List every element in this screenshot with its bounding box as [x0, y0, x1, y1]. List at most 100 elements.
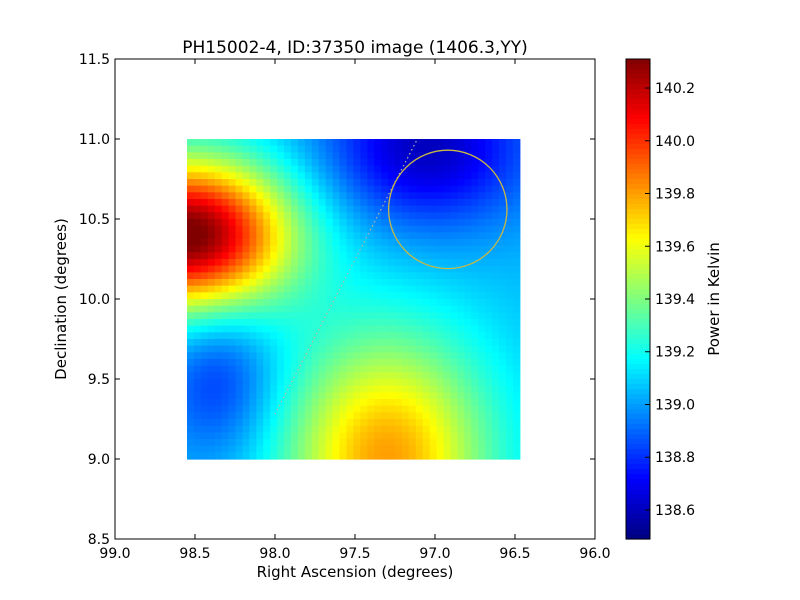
heatmap-cell: [221, 259, 230, 267]
heatmap-cell: [381, 432, 389, 440]
heatmap-cell: [457, 345, 465, 353]
heatmap-cell: [207, 225, 216, 233]
heatmap-cell: [478, 212, 486, 220]
colorbar-segment: [626, 449, 650, 455]
heatmap-cell: [256, 259, 264, 267]
heatmap-cell: [464, 219, 472, 227]
heatmap-cell: [304, 332, 313, 340]
heatmap-cell: [492, 432, 500, 440]
heatmap-cell: [221, 292, 230, 300]
heatmap-cell: [263, 259, 271, 267]
heatmap-cell: [346, 152, 354, 160]
heatmap-cell: [263, 359, 271, 367]
heatmap-cell: [499, 239, 507, 247]
heatmap-cell: [270, 445, 278, 453]
heatmap-cell: [353, 259, 361, 267]
heatmap-cell: [443, 392, 452, 400]
heatmap-cell: [512, 232, 521, 240]
heatmap-cell: [353, 145, 361, 153]
heatmap-cell: [325, 205, 334, 213]
colorbar-segment: [626, 309, 650, 315]
heatmap-cell: [485, 232, 493, 240]
heatmap-cell: [270, 332, 278, 340]
heatmap-cell: [277, 419, 285, 427]
heatmap-cell: [346, 185, 354, 193]
heatmap-cell: [401, 365, 410, 373]
heatmap-cell: [263, 205, 271, 213]
colorbar-segment: [626, 109, 650, 115]
heatmap-cell: [512, 192, 521, 200]
colorbar-segment: [626, 474, 650, 480]
heatmap-cell: [291, 299, 299, 307]
heatmap-cell: [277, 239, 285, 247]
heatmap-cell: [408, 192, 417, 200]
heatmap-cell: [478, 432, 486, 440]
heatmap-cell: [422, 305, 431, 313]
heatmap-cell: [318, 292, 327, 300]
heatmap-cell: [242, 265, 250, 273]
heatmap-cell: [429, 365, 438, 373]
heatmap-cell: [297, 412, 306, 420]
heatmap-cell: [256, 199, 264, 207]
heatmap-cell: [492, 419, 500, 427]
heatmap-cell: [270, 225, 278, 233]
heatmap-cell: [228, 392, 237, 400]
colorbar-label: Power in Kelvin: [705, 242, 723, 356]
heatmap-cell: [401, 425, 410, 433]
heatmap-cell: [297, 205, 306, 213]
heatmap-cell: [422, 272, 431, 280]
heatmap-cell: [499, 272, 507, 280]
heatmap-cell: [207, 285, 216, 293]
heatmap-cell: [450, 359, 458, 367]
heatmap-cell: [297, 379, 306, 387]
heatmap-cell: [304, 272, 313, 280]
heatmap-cell: [436, 252, 445, 260]
heatmap-cell: [325, 172, 334, 180]
heatmap-cell: [492, 272, 500, 280]
heatmap-cell: [485, 185, 493, 193]
heatmap-cell: [388, 199, 396, 207]
heatmap-cell: [332, 439, 341, 447]
heatmap-cell: [235, 219, 244, 227]
heatmap-cell: [346, 165, 354, 173]
heatmap-cell: [471, 299, 479, 307]
heatmap-cell: [318, 325, 327, 333]
heatmap-cell: [263, 139, 271, 147]
heatmap-cell: [512, 239, 521, 247]
heatmap-cell: [492, 225, 500, 233]
heatmap-cell: [332, 205, 341, 213]
heatmap-cell: [353, 172, 361, 180]
heatmap-cell: [187, 199, 195, 207]
heatmap-cell: [436, 292, 445, 300]
heatmap-cell: [360, 399, 368, 407]
heatmap-cell: [193, 319, 202, 327]
heatmap-cell: [284, 299, 292, 307]
heatmap-cell: [297, 165, 306, 173]
heatmap-cell: [221, 239, 230, 247]
heatmap-cell: [277, 379, 285, 387]
heatmap-cell: [471, 225, 479, 233]
heatmap-cell: [200, 145, 209, 153]
heatmap-cell: [311, 405, 320, 413]
heatmap-cell: [408, 365, 417, 373]
heatmap-cell: [429, 205, 438, 213]
heatmap-cell: [311, 385, 320, 393]
heatmap-cell: [360, 152, 368, 160]
heatmap-cell: [228, 439, 237, 447]
heatmap-cell: [443, 419, 452, 427]
heatmap-cell: [291, 159, 299, 167]
heatmap-cell: [415, 359, 424, 367]
heatmap-cell: [422, 432, 431, 440]
heatmap-cell: [242, 159, 250, 167]
heatmap-cell: [422, 399, 431, 407]
heatmap-cell: [499, 139, 507, 147]
heatmap-cell: [512, 152, 521, 160]
heatmap-cell: [346, 139, 354, 147]
heatmap-cell: [464, 325, 472, 333]
heatmap-cell: [249, 379, 257, 387]
heatmap-cell: [478, 439, 486, 447]
heatmap-cell: [249, 325, 257, 333]
heatmap-cell: [235, 319, 244, 327]
heatmap-cell: [200, 425, 209, 433]
heatmap-cell: [291, 225, 299, 233]
